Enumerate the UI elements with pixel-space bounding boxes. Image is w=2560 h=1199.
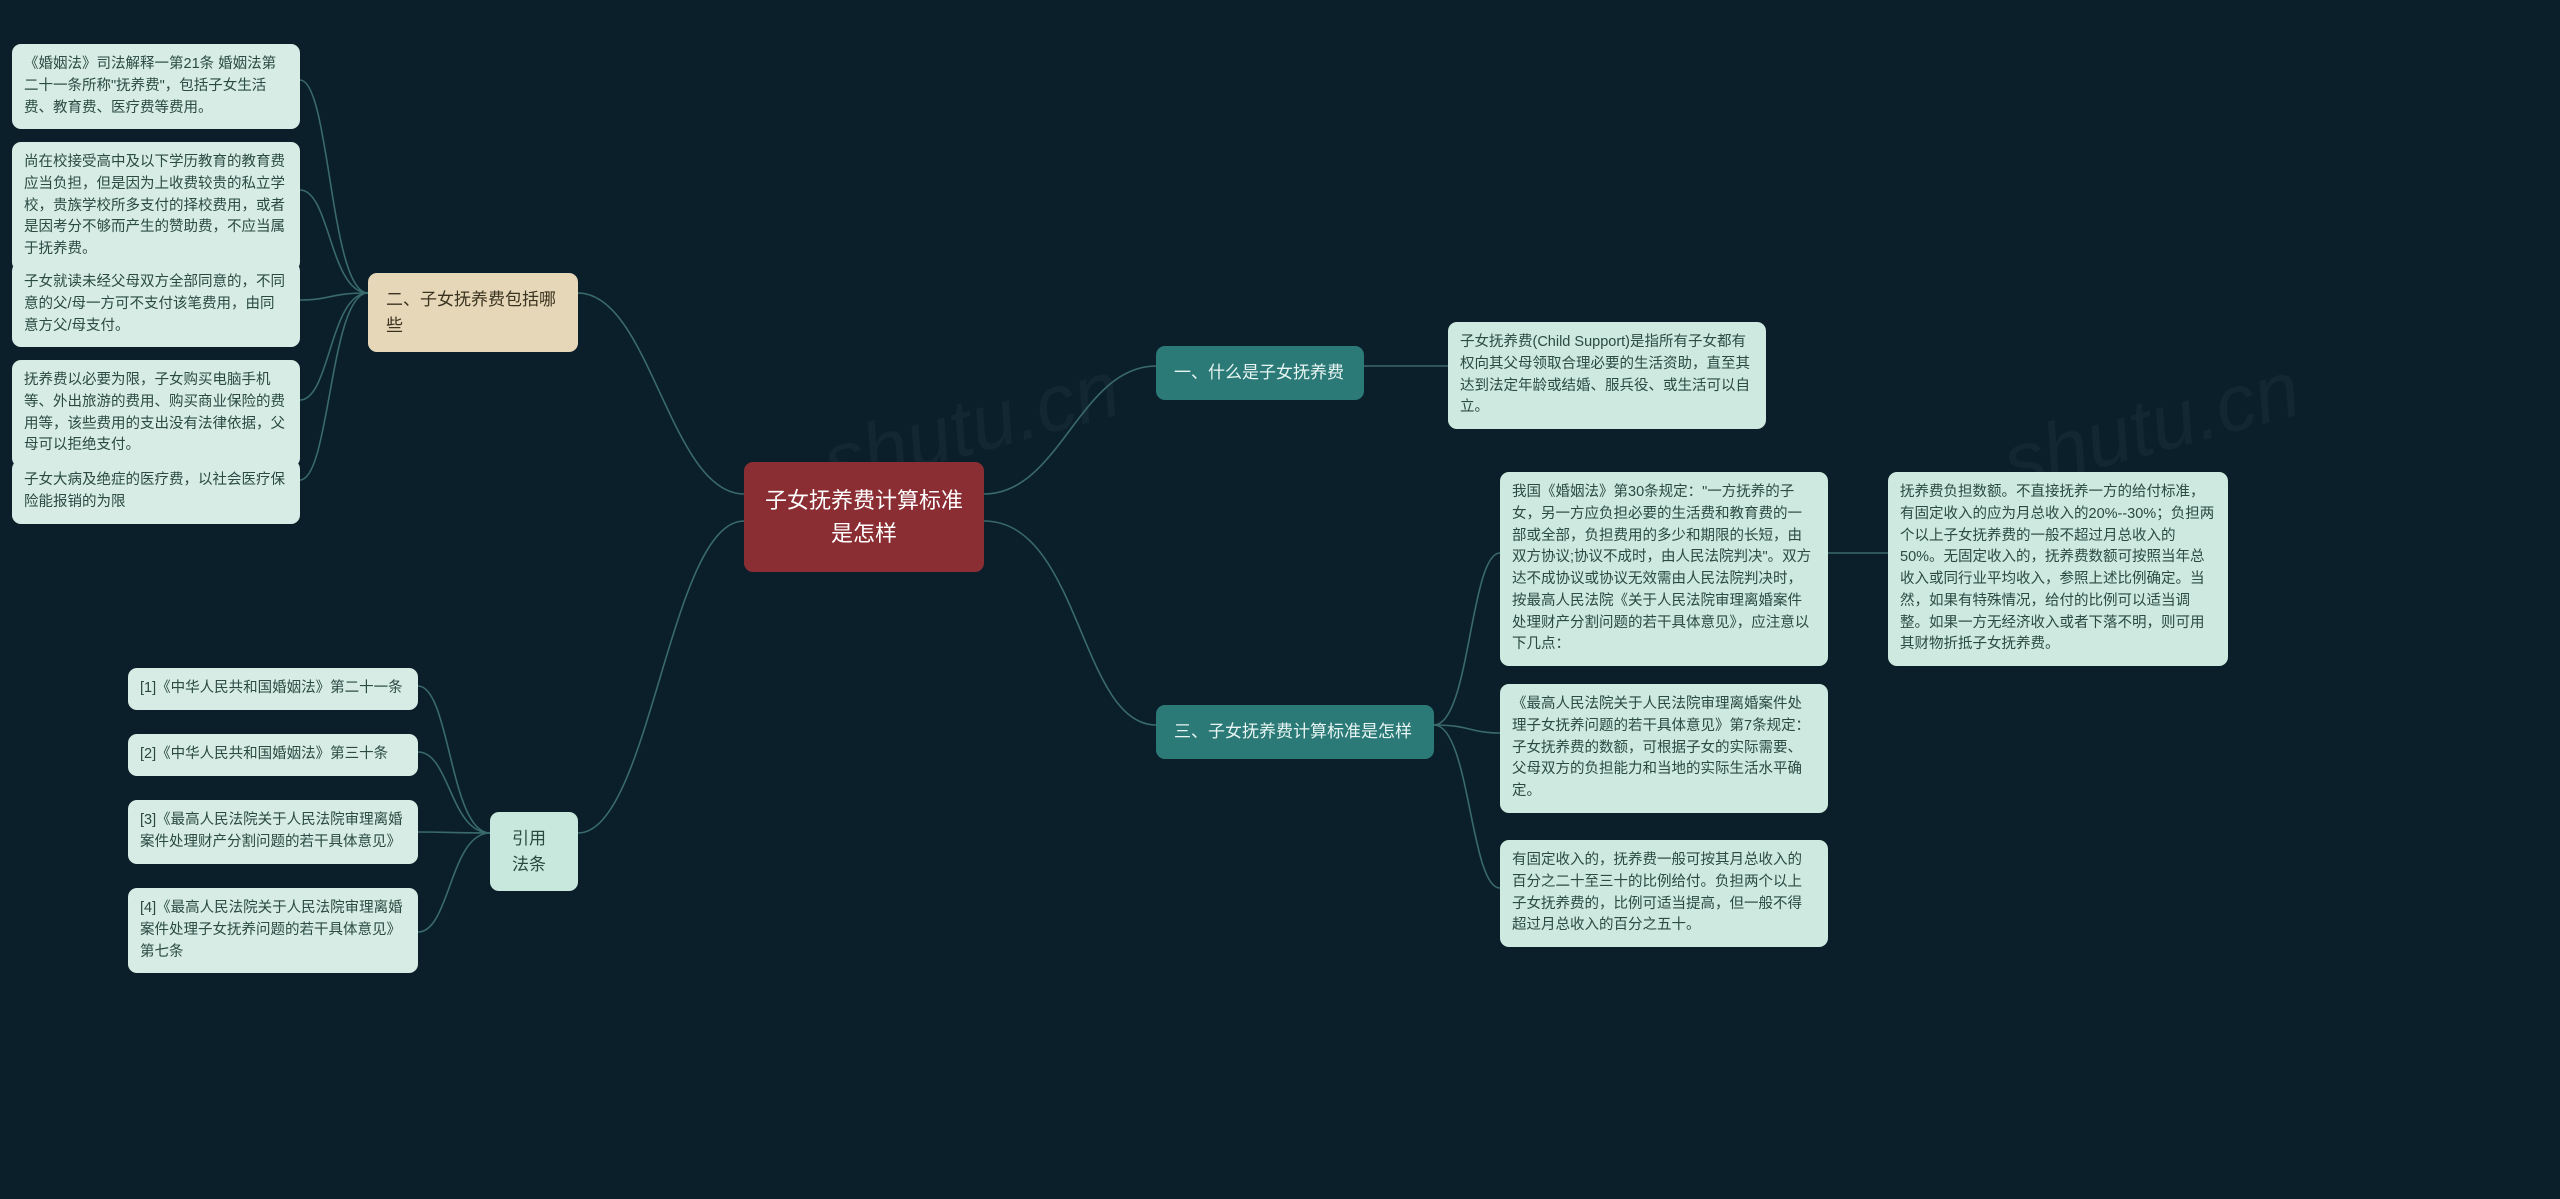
leaf-b2-c0: 《婚姻法》司法解释一第21条 婚姻法第二十一条所称"抚养费"，包括子女生活费、教… xyxy=(12,44,300,129)
leaf-b4-c3: [4]《最高人民法院关于人民法院审理离婚案件处理子女抚养问题的若干具体意见》第七… xyxy=(128,888,418,973)
branch-what-is[interactable]: 一、什么是子女抚养费 xyxy=(1156,346,1364,400)
leaf-b2-c4: 子女大病及绝症的医疗费，以社会医疗保险能报销的为限 xyxy=(12,460,300,524)
leaf-b3-c2: 有固定收入的，抚养费一般可按其月总收入的百分之二十至三十的比例给付。负担两个以上… xyxy=(1500,840,1828,947)
branch-references[interactable]: 引用法条 xyxy=(490,812,578,891)
mindmap-root[interactable]: 子女抚养费计算标准是怎样 xyxy=(744,462,984,572)
leaf-b2-c2: 子女就读未经父母双方全部同意的，不同意的父/母一方可不支付该笔费用，由同意方父/… xyxy=(12,262,300,347)
branch-standard[interactable]: 三、子女抚养费计算标准是怎样 xyxy=(1156,705,1434,759)
leaf-b4-c2: [3]《最高人民法院关于人民法院审理离婚案件处理财产分割问题的若干具体意见》 xyxy=(128,800,418,864)
leaf-b3-c0-d0: 抚养费负担数额。不直接抚养一方的给付标准，有固定收入的应为月总收入的20%--3… xyxy=(1888,472,2228,666)
leaf-b3-c1: 《最高人民法院关于人民法院审理离婚案件处理子女抚养问题的若干具体意见》第7条规定… xyxy=(1500,684,1828,813)
branch-includes[interactable]: 二、子女抚养费包括哪些 xyxy=(368,273,578,352)
leaf-b4-c1: [2]《中华人民共和国婚姻法》第三十条 xyxy=(128,734,418,776)
leaf-b1-c0: 子女抚养费(Child Support)是指所有子女都有权向其父母领取合理必要的… xyxy=(1448,322,1766,429)
leaf-b3-c0: 我国《婚姻法》第30条规定："一方抚养的子女，另一方应负担必要的生活费和教育费的… xyxy=(1500,472,1828,666)
leaf-b2-c1: 尚在校接受高中及以下学历教育的教育费应当负担，但是因为上收费较贵的私立学校，贵族… xyxy=(12,142,300,271)
leaf-b4-c0: [1]《中华人民共和国婚姻法》第二十一条 xyxy=(128,668,418,710)
leaf-b2-c3: 抚养费以必要为限，子女购买电脑手机等、外出旅游的费用、购买商业保险的费用等，该些… xyxy=(12,360,300,467)
